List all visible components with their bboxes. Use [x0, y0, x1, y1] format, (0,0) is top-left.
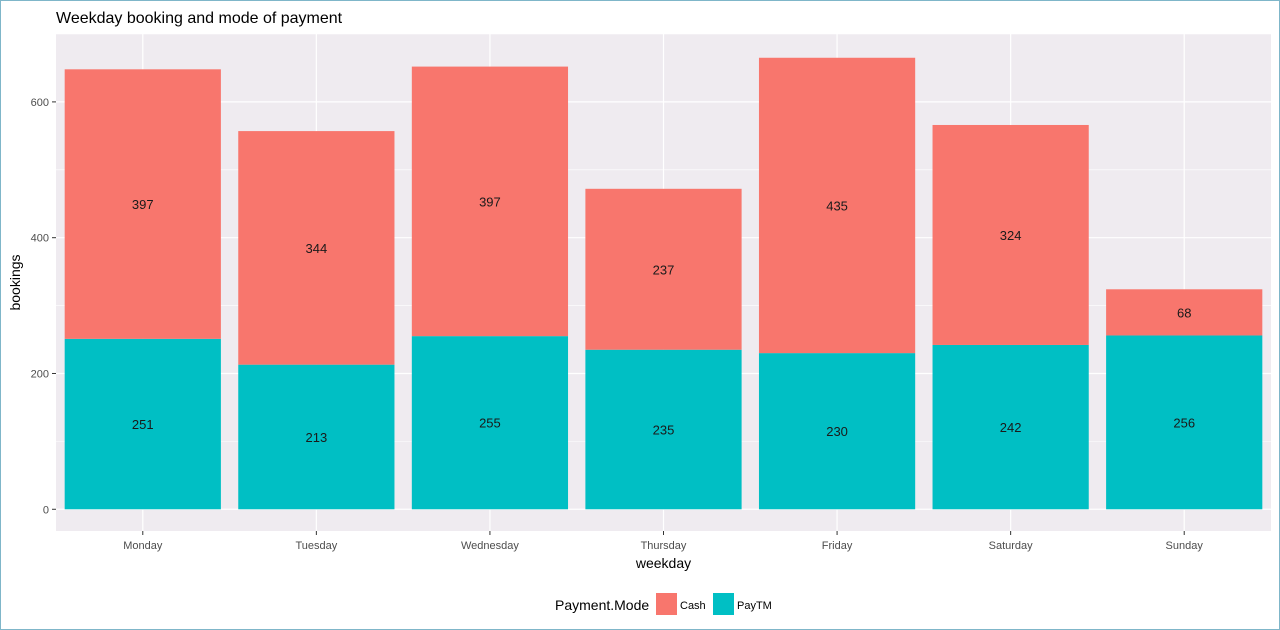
- data-label-paytm-wednesday: 255: [479, 416, 501, 431]
- x-tick-label-sunday: Sunday: [1166, 540, 1204, 552]
- legend-title: Payment.Mode: [555, 597, 649, 613]
- data-labels: 251 397 213 344 255 397 235 237 230 435 242 324 256 6…: [132, 194, 1195, 445]
- bar-cash-friday: [758, 57, 916, 354]
- data-label-paytm-saturday: 242: [1000, 420, 1022, 435]
- data-label-paytm-friday: 230: [826, 424, 848, 439]
- bars: [64, 57, 1263, 510]
- bar-paytm-monday: [64, 338, 221, 510]
- y-axis-title: bookings: [7, 254, 23, 310]
- bar-cash-wednesday: [411, 66, 569, 337]
- data-label-cash-friday: 435: [826, 198, 848, 213]
- legend-label-cash: Cash: [680, 600, 706, 612]
- x-tick-label-wednesday: Wednesday: [461, 540, 519, 552]
- data-label-cash-tuesday: 344: [306, 241, 328, 256]
- bar-paytm-saturday: [932, 344, 1089, 510]
- legend-label-paytm: PayTM: [737, 600, 772, 612]
- data-label-cash-thursday: 237: [653, 262, 675, 277]
- data-label-paytm-tuesday: 213: [306, 430, 328, 445]
- data-label-cash-saturday: 324: [1000, 228, 1022, 243]
- x-axis-title: weekday: [635, 555, 691, 571]
- data-label-paytm-thursday: 235: [653, 422, 675, 437]
- bar-cash-sunday: [1106, 289, 1263, 336]
- y-tick-label: 200: [31, 368, 49, 380]
- x-tick-label-thursday: Thursday: [641, 540, 687, 552]
- bar-paytm-wednesday: [411, 336, 569, 510]
- x-tick-label-monday: Monday: [123, 540, 163, 552]
- data-label-cash-monday: 397: [132, 197, 154, 212]
- x-tick-label-friday: Friday: [822, 540, 853, 552]
- data-label-paytm-sunday: 256: [1173, 415, 1195, 430]
- bar-cash-saturday: [932, 124, 1089, 345]
- legend: Payment.Mode Cash PayTM: [555, 593, 772, 615]
- data-label-paytm-monday: 251: [132, 417, 154, 432]
- bar-paytm-sunday: [1106, 335, 1263, 510]
- bar-paytm-friday: [758, 353, 916, 510]
- bar-cash-monday: [64, 69, 221, 339]
- y-tick-label: 400: [31, 233, 49, 245]
- bar-paytm-tuesday: [238, 364, 395, 510]
- x-tick-label-tuesday: Tuesday: [295, 540, 337, 552]
- bar-cash-tuesday: [238, 131, 395, 365]
- legend-swatch-cash: [656, 593, 677, 615]
- chart-title: Weekday booking and mode of payment: [56, 10, 343, 27]
- y-tick-label: 0: [43, 504, 49, 516]
- axes: 0 200 400 600 Monday Tuesday Wednesday Thursday…: [31, 97, 1204, 552]
- data-label-cash-sunday: 68: [1177, 305, 1191, 320]
- y-tick-label: 600: [31, 97, 49, 109]
- legend-swatch-paytm: [713, 593, 734, 615]
- x-tick-label-saturday: Saturday: [989, 540, 1034, 552]
- bar-paytm-thursday: [585, 349, 742, 510]
- data-label-cash-wednesday: 397: [479, 194, 501, 209]
- bar-cash-thursday: [585, 188, 742, 350]
